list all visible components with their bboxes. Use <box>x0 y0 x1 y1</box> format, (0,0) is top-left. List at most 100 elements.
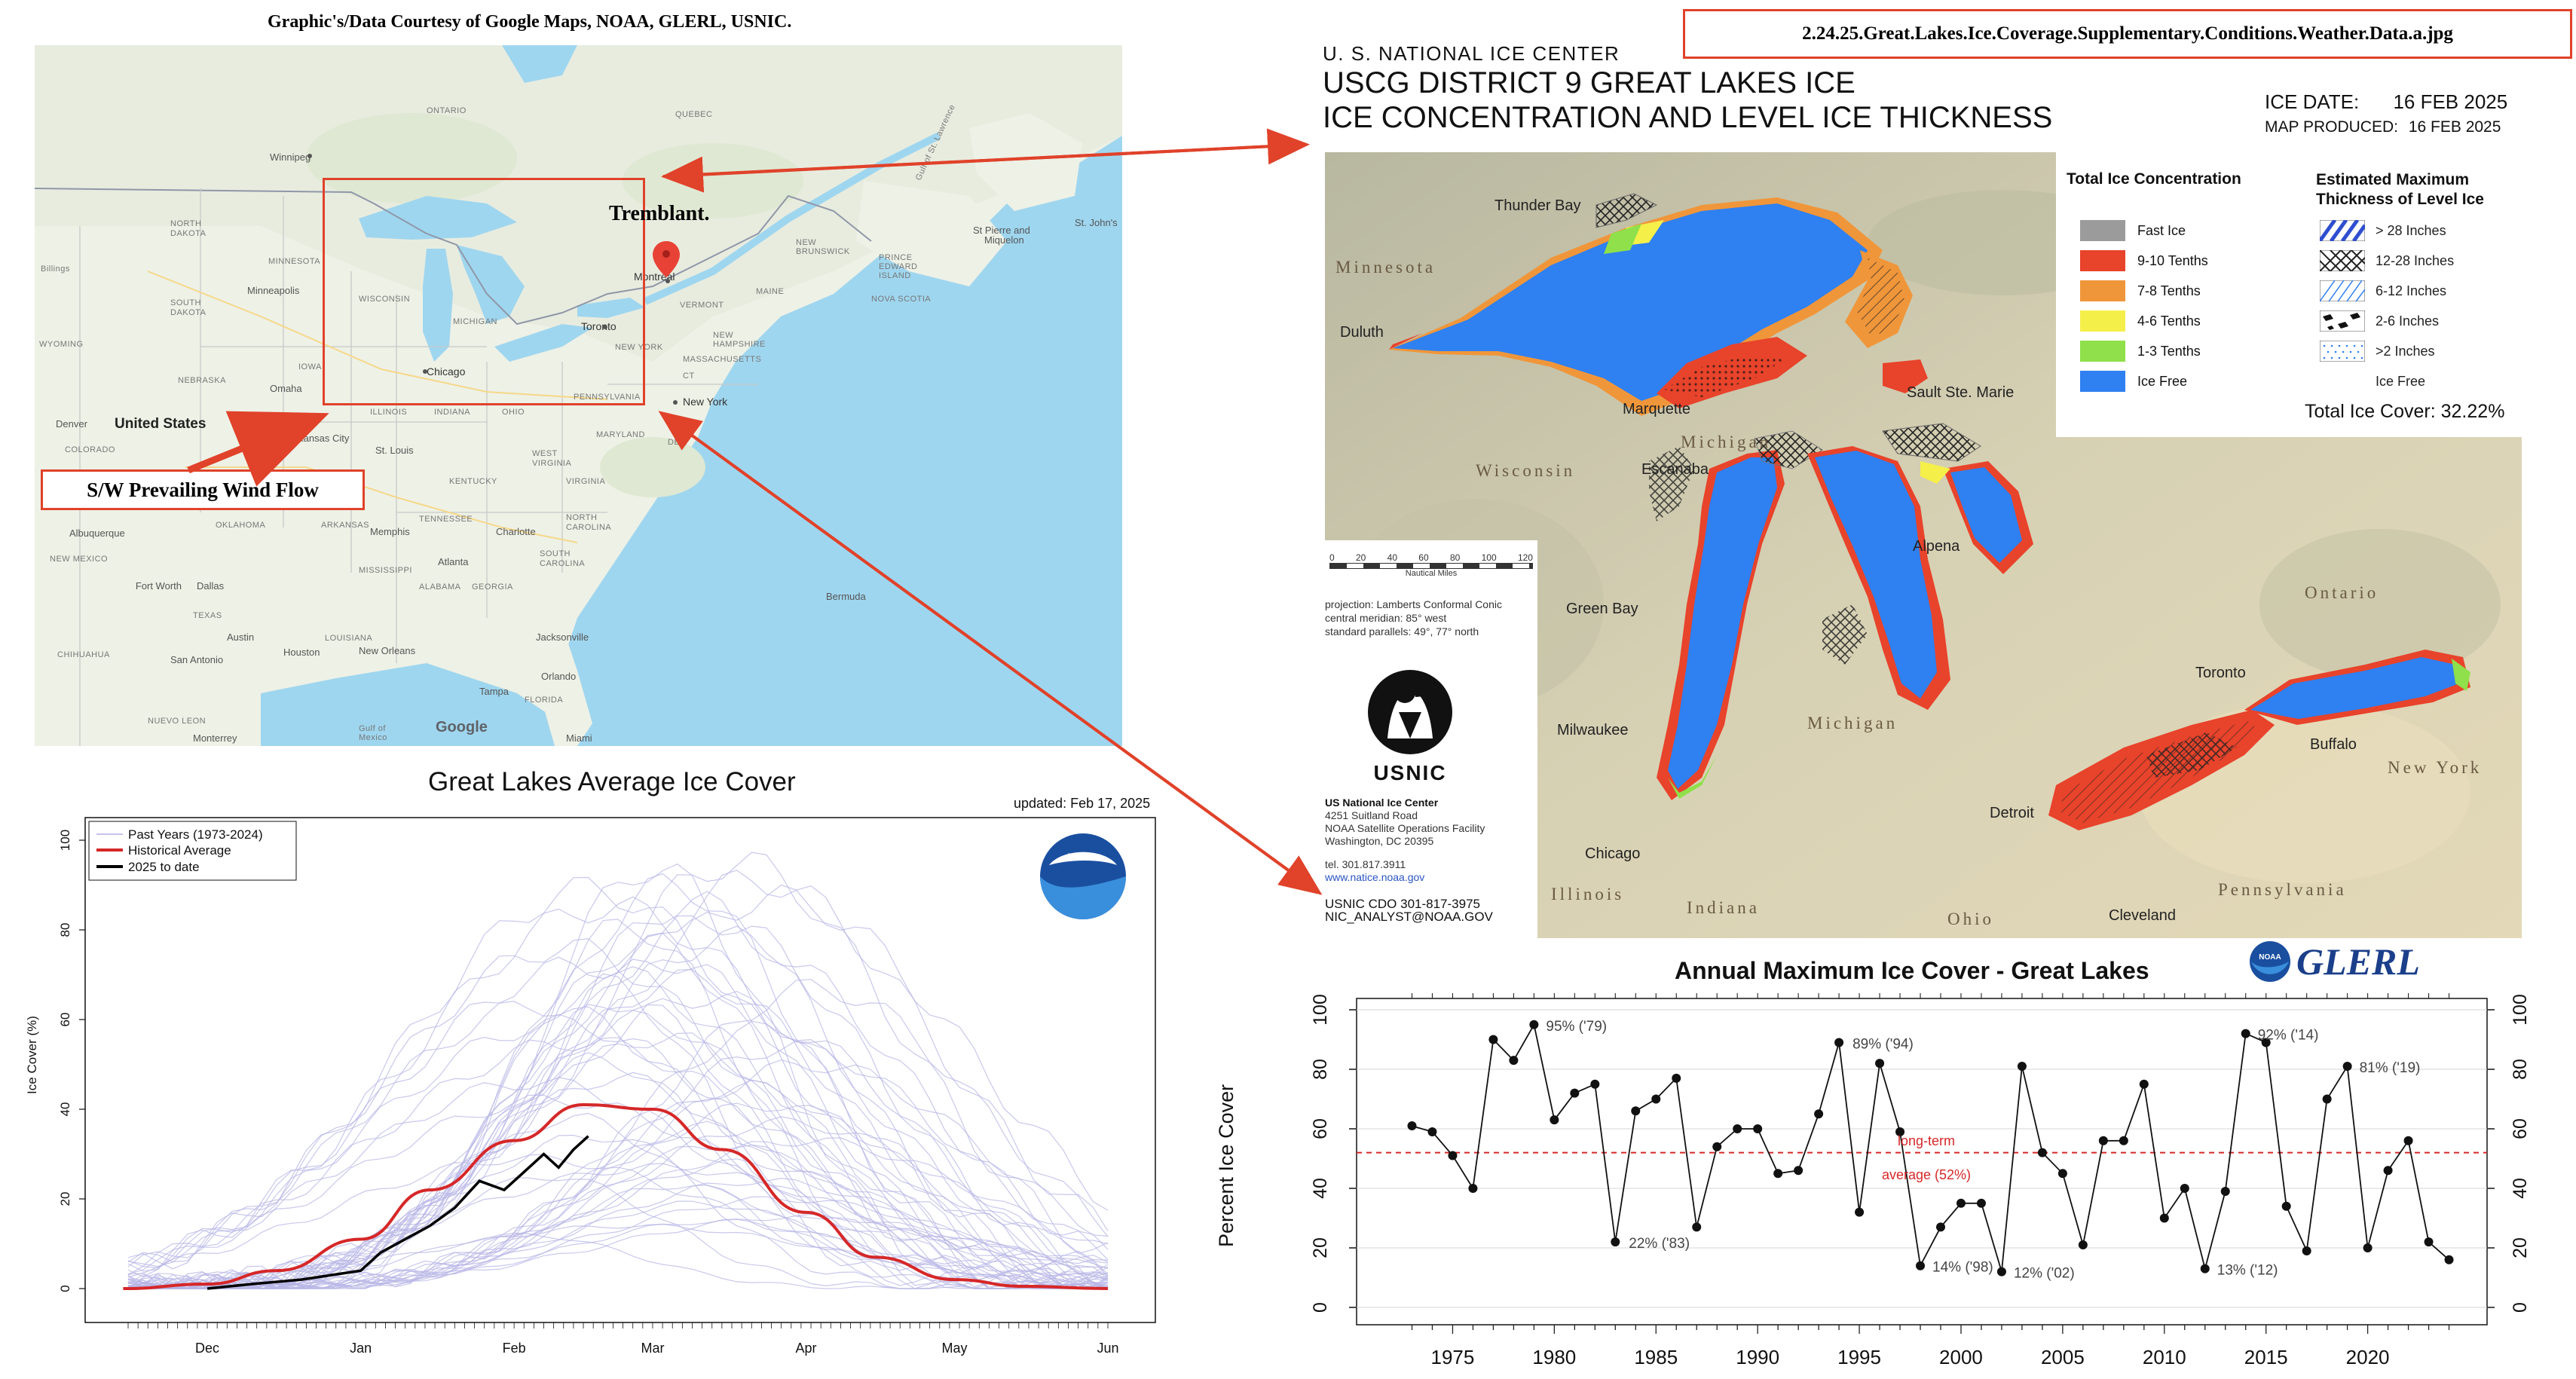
legend-past-years: Past Years (1973-2024) <box>128 827 263 842</box>
y-tick-label: 20 <box>1310 1237 1331 1258</box>
glerl-logo: NOAA GLERL <box>2248 940 2420 983</box>
svg-text:Orlando: Orlando <box>541 671 576 682</box>
annotation-label: 13% ('12) <box>2217 1263 2278 1279</box>
x-tick-label: 2000 <box>1939 1346 1983 1368</box>
thickness-swatch-2-6-icon <box>2320 310 2365 332</box>
annual-max-point <box>1407 1121 1417 1131</box>
superior-ne-hatch <box>1856 258 1905 337</box>
svg-text:KENTUCKY: KENTUCKY <box>449 477 497 486</box>
annual-max-point <box>1814 1109 1824 1119</box>
svg-text:Bermuda: Bermuda <box>826 591 867 602</box>
region-pennsylvania: Pennsylvania <box>2218 880 2347 899</box>
svg-text:NORTH: NORTH <box>170 219 201 228</box>
annual-max-point <box>1773 1169 1783 1179</box>
svg-text:SOUTH: SOUTH <box>170 298 201 307</box>
region-ohio: Ohio <box>1947 910 1994 928</box>
superior-west-edge <box>1389 333 1423 350</box>
svg-text:NJ: NJ <box>672 418 682 427</box>
city-buffalo: Buffalo <box>2310 736 2357 753</box>
superior-north-green <box>1604 224 1641 254</box>
svg-text:MAINE: MAINE <box>756 287 784 296</box>
x-tick-label: May <box>941 1341 967 1356</box>
svg-text:VIRGINIA: VIRGINIA <box>566 477 605 486</box>
noaa-ice-chart: 0 20 40 60 80 100 Dec Jan Feb Mar Apr May Jun Past … <box>25 817 1156 1356</box>
svg-text:Gulf of: Gulf of <box>359 724 386 733</box>
noaa-chart-title: Great Lakes Average Ice Cover <box>428 767 796 797</box>
past-year-line <box>127 896 1109 1278</box>
annotation-label: 12% ('02) <box>2014 1266 2075 1282</box>
svg-text:St Pierre and: St Pierre and <box>973 225 1030 236</box>
city-thunder-bay: Thunder Bay <box>1495 197 1581 214</box>
svg-text:CHIHUAHUA: CHIHUAHUA <box>57 650 110 659</box>
concentration-swatch <box>2080 341 2125 362</box>
annual-max-point <box>1733 1124 1742 1133</box>
annual-max-point <box>2057 1169 2067 1179</box>
y-tick-label-right: 60 <box>2510 1118 2531 1139</box>
svg-text:Omaha: Omaha <box>270 383 302 394</box>
avg-label-line1: long-term <box>1898 1133 1955 1148</box>
x-tick-label: Jun <box>1097 1341 1118 1356</box>
svg-text:Mexico: Mexico <box>359 733 387 742</box>
y-tick-label: 80 <box>58 923 72 937</box>
annual-max-point <box>2200 1264 2210 1274</box>
region-illinois: Illinois <box>1551 885 1625 904</box>
concentration-label: Ice Free <box>2137 373 2188 389</box>
svg-text:WYOMING: WYOMING <box>39 340 84 349</box>
svg-text:NEW YORK: NEW YORK <box>615 343 663 352</box>
glerl-annotations: 95% ('79) 22% ('83) 89% ('94) 14% ('98) 12% … <box>1546 1019 2420 1282</box>
penguin-logo-icon <box>1368 670 1452 754</box>
svg-text:Charlotte: Charlotte <box>496 526 536 537</box>
country-label: United States <box>115 416 207 432</box>
x-tick-label: 1985 <box>1634 1346 1678 1368</box>
city-marquette: Marquette <box>1623 401 1691 417</box>
svg-text:Denver: Denver <box>56 418 88 430</box>
wind-label: S/W Prevailing Wind Flow <box>87 478 319 501</box>
svg-text:LOUISIANA: LOUISIANA <box>325 634 372 643</box>
park-region <box>600 437 705 497</box>
svg-text:Toronto: Toronto <box>581 320 616 332</box>
x-tick-label: Feb <box>503 1341 526 1356</box>
concentration-label: 4-6 Tenths <box>2137 313 2201 329</box>
us-canada-border <box>35 188 872 326</box>
svg-text:NEBRASKA: NEBRASKA <box>178 376 226 385</box>
annual-max-point <box>2180 1184 2189 1193</box>
noaa-x-axis: Dec Jan Feb Mar Apr May Jun <box>127 1322 1119 1356</box>
svg-text:DE: DE <box>668 438 680 447</box>
concentration-legend-item: 4-6 Tenths <box>2080 306 2208 336</box>
svg-text:ALABAMA: ALABAMA <box>419 582 461 592</box>
annual-max-point <box>2241 1029 2250 1038</box>
annual-max-point <box>1488 1035 1498 1044</box>
concentration-legend-title: Total Ice Concentration <box>2067 170 2241 188</box>
city-green-bay: Green Bay <box>1566 601 1638 617</box>
concentration-label: Fast Ice <box>2137 222 2186 238</box>
avg-label-line2: average (52%) <box>1882 1167 1971 1182</box>
annual-max-point <box>2139 1079 2149 1089</box>
region-new-york: New York <box>2388 758 2483 777</box>
annotation-label: 22% ('83) <box>1629 1236 1690 1252</box>
svg-text:NOVA SCOTIA: NOVA SCOTIA <box>871 295 931 304</box>
city-escanaba: Escanaba <box>1641 461 1709 478</box>
park-region <box>306 113 517 203</box>
concentration-swatch <box>2080 250 2125 271</box>
svg-text:MICHIGAN: MICHIGAN <box>453 317 497 326</box>
annual-max-point <box>1427 1127 1437 1136</box>
past-year-line <box>128 1010 1109 1289</box>
usnic-website-link[interactable]: www.natice.noaa.gov <box>1325 871 1425 883</box>
green-bay <box>1649 446 1694 521</box>
saginaw-bay <box>1822 604 1868 665</box>
total-ice-cover: Total Ice Cover: 32.22% <box>2305 401 2505 422</box>
svg-text:TEXAS: TEXAS <box>193 611 222 620</box>
x-tick-label: 1995 <box>1837 1346 1881 1368</box>
erie-cross <box>2146 732 2237 778</box>
svg-text:COLORADO: COLORADO <box>65 445 115 454</box>
y-tick-label-right: 80 <box>2510 1059 2531 1080</box>
thickness-label: 12-28 Inches <box>2376 252 2455 268</box>
svg-text:CAROLINA: CAROLINA <box>566 523 611 532</box>
annual-max-point <box>1570 1088 1580 1098</box>
google-map[interactable]: Winnipeg ONTARIO QUEBEC NORTH DAKOTA MIN… <box>35 45 1122 746</box>
wind-label-box: S/W Prevailing Wind Flow <box>41 469 365 510</box>
past-year-line <box>127 956 1109 1281</box>
past-year-line <box>127 1020 1109 1289</box>
svg-text:NEW: NEW <box>713 331 733 340</box>
scale-bar: 0 20 40 60 80 100 120 Nautical Miles <box>1329 552 1533 578</box>
